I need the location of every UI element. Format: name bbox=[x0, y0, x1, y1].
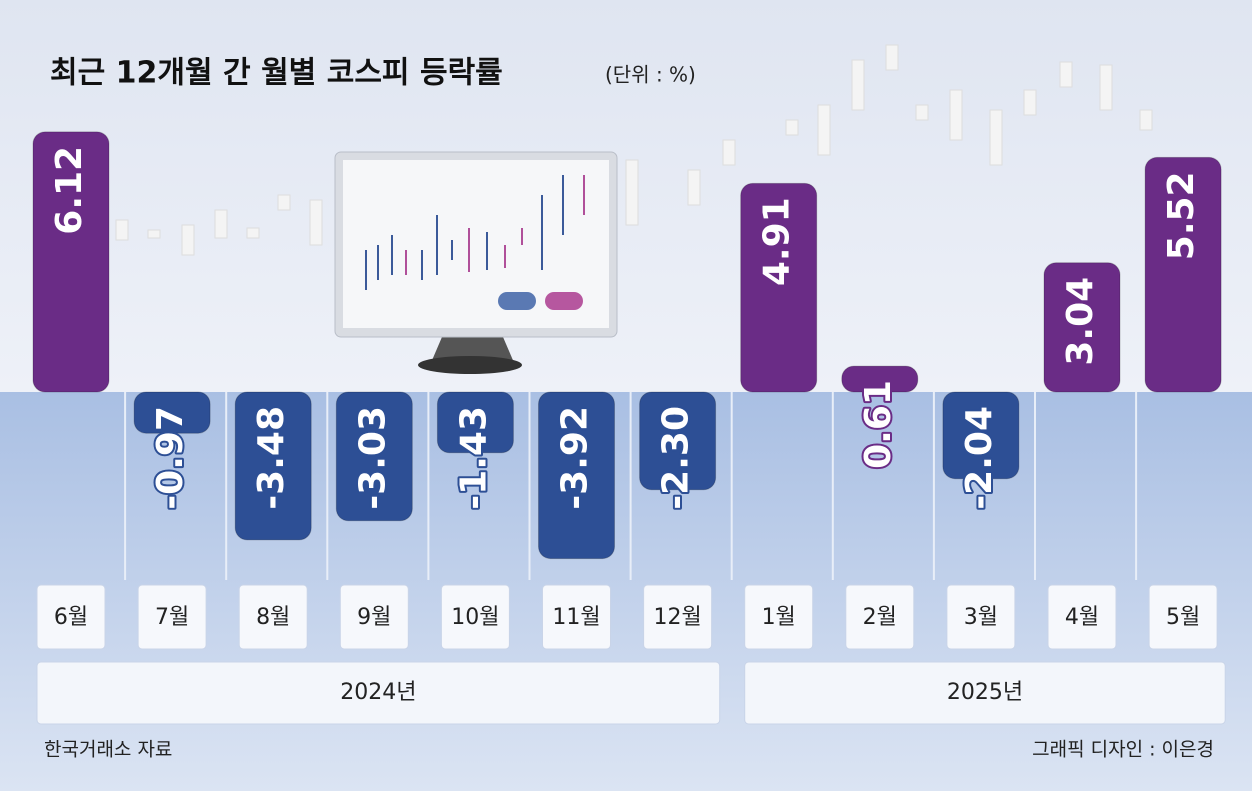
month-box bbox=[744, 584, 814, 650]
month-box bbox=[542, 584, 611, 650]
bar bbox=[133, 391, 211, 434]
x-tick-label: 11월 bbox=[552, 605, 600, 630]
month-box bbox=[1047, 584, 1117, 650]
unit-label: (단위 : %) bbox=[605, 63, 696, 87]
value-label: 0.61 bbox=[858, 380, 899, 469]
value-label: 4.91 bbox=[757, 197, 798, 286]
bar bbox=[335, 391, 413, 522]
x-tick-label: 3월 bbox=[964, 605, 998, 630]
value-label: -0.97 bbox=[150, 406, 191, 510]
value-label: -3.03 bbox=[352, 406, 393, 510]
month-box bbox=[643, 584, 713, 650]
value-label: 6.12 bbox=[49, 146, 90, 235]
x-tick-label: 5월 bbox=[1166, 605, 1200, 630]
month-box bbox=[238, 584, 308, 650]
x-tick-label: 1월 bbox=[762, 605, 796, 630]
x-tick-label: 7월 bbox=[155, 605, 189, 630]
bar bbox=[942, 391, 1020, 480]
value-label: -3.48 bbox=[251, 406, 292, 510]
month-box bbox=[845, 584, 915, 650]
month-box bbox=[946, 584, 1016, 650]
month-box bbox=[36, 584, 106, 650]
monitor bbox=[334, 151, 618, 374]
x-tick-label: 10월 bbox=[451, 605, 499, 630]
month-box bbox=[1148, 584, 1218, 650]
year-box bbox=[744, 661, 1226, 725]
value-label: -3.92 bbox=[555, 406, 596, 510]
year-label: 2025년 bbox=[947, 680, 1023, 705]
chart-title: 최근 12개월 간 월별 코스피 등락률 bbox=[50, 56, 503, 91]
bar bbox=[639, 391, 717, 491]
value-label: -2.04 bbox=[959, 406, 1000, 510]
x-tick-label: 8월 bbox=[256, 605, 290, 630]
x-tick-label: 2월 bbox=[863, 605, 897, 630]
credit: 그래픽 디자인 : 이은경 bbox=[1032, 739, 1214, 761]
bar bbox=[740, 182, 818, 393]
bar bbox=[234, 391, 312, 541]
decor-candles bbox=[115, 44, 1153, 256]
x-tick-label: 4월 bbox=[1065, 605, 1099, 630]
value-label: 3.04 bbox=[1060, 277, 1101, 366]
source: 한국거래소 자료 bbox=[44, 739, 172, 761]
year-label: 2024년 bbox=[340, 680, 416, 705]
x-tick-label: 9월 bbox=[357, 605, 391, 630]
year-box bbox=[36, 661, 721, 725]
bar bbox=[1043, 262, 1121, 393]
bar bbox=[538, 391, 615, 560]
x-tick-label: 12월 bbox=[653, 605, 701, 630]
value-label: -1.43 bbox=[453, 406, 494, 510]
month-box bbox=[339, 584, 409, 650]
bar bbox=[32, 131, 110, 393]
bar bbox=[841, 365, 919, 393]
value-label: 5.52 bbox=[1161, 171, 1202, 260]
x-tick-label: 6월 bbox=[54, 605, 88, 630]
month-box bbox=[440, 584, 510, 650]
month-box bbox=[137, 584, 207, 650]
bar bbox=[436, 391, 514, 454]
value-label: -2.30 bbox=[656, 406, 697, 510]
bar bbox=[1144, 156, 1222, 393]
